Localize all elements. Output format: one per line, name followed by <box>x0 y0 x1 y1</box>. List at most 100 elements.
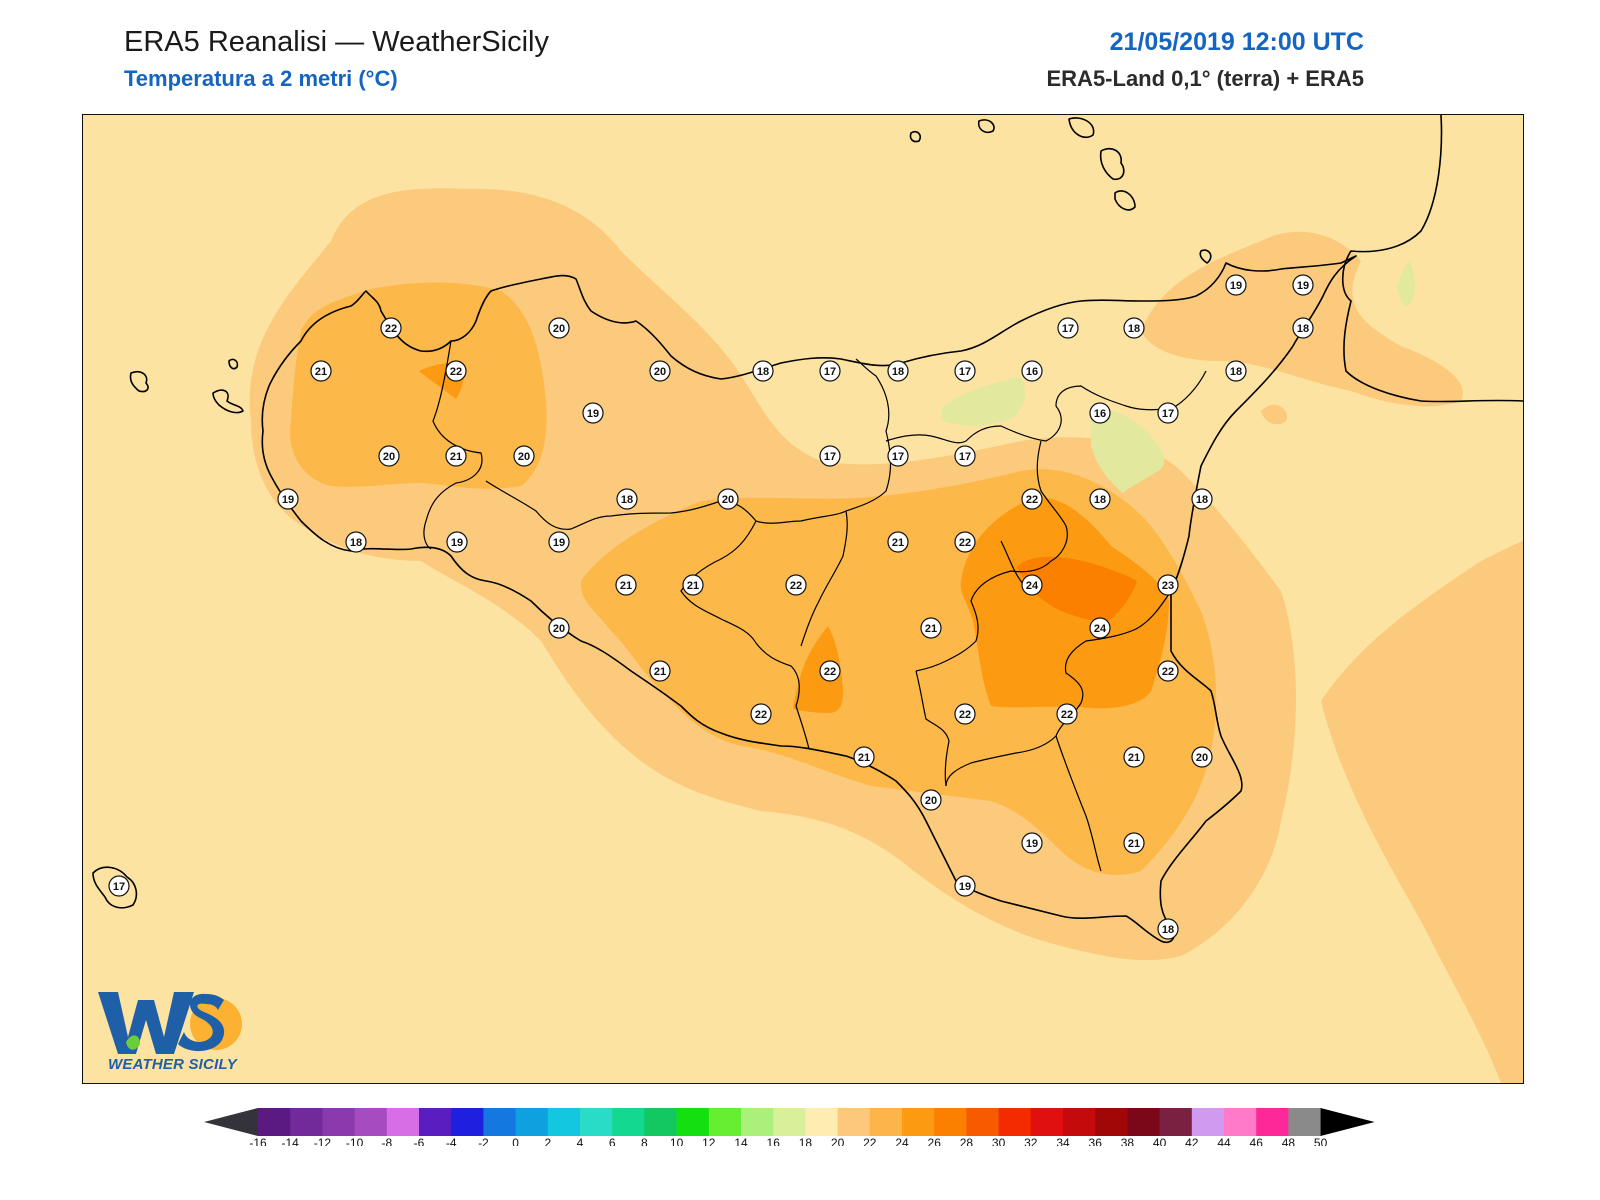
colorbar-segment <box>869 1108 903 1136</box>
temperature-label-value: 18 <box>1094 494 1106 506</box>
temperature-label-marker <box>1089 402 1111 424</box>
temperature-label: 22 <box>954 703 976 725</box>
map-canvas: 22 20 21 22 20 18 17 18 17 16 17 18 19 19 18 18 19 16 17 20… <box>83 115 1523 1083</box>
temperature-label-marker <box>682 574 704 596</box>
temperature-label: 21 <box>887 531 909 553</box>
temperature-label: 21 <box>682 574 704 596</box>
temperature-label-marker <box>513 445 535 467</box>
temperature-label: 19 <box>1021 832 1043 854</box>
colorbar-tick-label: 12 <box>702 1136 716 1146</box>
temperature-label-marker <box>887 360 909 382</box>
temperature-label-value: 21 <box>654 666 666 678</box>
temperature-label-value: 19 <box>1026 838 1038 850</box>
temperature-label-value: 23 <box>1162 580 1174 592</box>
temperature-label-marker <box>1191 746 1213 768</box>
temperature-label-value: 17 <box>959 451 971 463</box>
temperature-label: 18 <box>887 360 909 382</box>
temperature-label-value: 22 <box>755 709 767 721</box>
temperature-label-marker <box>1123 746 1145 768</box>
temperature-label: 21 <box>615 574 637 596</box>
temperature-label-marker <box>1292 274 1314 296</box>
temperature-label-value: 18 <box>1297 323 1309 335</box>
temperature-label-value: 18 <box>1128 323 1140 335</box>
temperature-label-marker <box>954 360 976 382</box>
temperature-label: 22 <box>445 360 467 382</box>
colorbar-segment <box>1063 1108 1096 1136</box>
province-borders <box>423 340 1207 872</box>
temperature-label-value: 20 <box>1196 752 1208 764</box>
temperature-label: 21 <box>649 660 671 682</box>
colorbar-tick-label: 42 <box>1185 1136 1199 1146</box>
logo-text: WEATHER SICILY <box>108 1056 237 1073</box>
temperature-label-value: 24 <box>1026 580 1039 592</box>
temperature-label-value: 17 <box>824 451 836 463</box>
colorbar-segment <box>515 1108 549 1136</box>
temperature-label: 20 <box>920 789 942 811</box>
temperature-label: 20 <box>548 617 570 639</box>
temperature-label: 21 <box>1123 832 1145 854</box>
temperature-label-marker <box>615 574 637 596</box>
temperature-label-marker <box>445 360 467 382</box>
colorbar-segment <box>934 1108 967 1136</box>
temperature-label-marker <box>819 445 841 467</box>
colorbar-tick-label: 8 <box>641 1136 648 1146</box>
temperature-label: 20 <box>513 445 535 467</box>
temperature-map: 22 20 21 22 20 18 17 18 17 16 17 18 19 19 18 18 19 16 17 20… <box>82 114 1524 1084</box>
colorbar-segment <box>1256 1108 1289 1136</box>
temperature-label-value: 21 <box>315 366 327 378</box>
colorbar-segment <box>1288 1108 1322 1136</box>
temperature-label-value: 22 <box>790 580 802 592</box>
colorbar-tick-label: 36 <box>1089 1136 1103 1146</box>
temperature-label-value: 21 <box>858 752 870 764</box>
temperature-label: 19 <box>1225 274 1247 296</box>
temperature-label: 20 <box>717 488 739 510</box>
temperature-label-value: 19 <box>959 881 971 893</box>
colorbar-segment <box>741 1108 774 1136</box>
temperature-label-value: 18 <box>1162 924 1174 936</box>
temperature-label: 22 <box>819 660 841 682</box>
temperature-label-value: 21 <box>1128 838 1140 850</box>
temperature-label: 17 <box>954 445 976 467</box>
temperature-label: 19 <box>1292 274 1314 296</box>
colorbar-segment <box>547 1108 581 1136</box>
temperature-label: 22 <box>785 574 807 596</box>
temperature-label: 19 <box>954 875 976 897</box>
temperature-label: 18 <box>616 488 638 510</box>
colorbar-segment <box>1224 1108 1257 1136</box>
temperature-label-value: 19 <box>587 408 599 420</box>
colorbar-tick-label: 24 <box>895 1136 909 1146</box>
temperature-label: 22 <box>750 703 772 725</box>
temperature-label-value: 20 <box>925 795 937 807</box>
colorbar-tick-label: 30 <box>992 1136 1006 1146</box>
temperature-label-marker <box>277 488 299 510</box>
temperature-label-value: 22 <box>450 366 462 378</box>
temperature-label-value: 19 <box>282 494 294 506</box>
temperature-label-marker <box>1225 274 1247 296</box>
colorbar-tick-label: -16 <box>249 1136 267 1146</box>
temperature-label-marker <box>380 317 402 339</box>
temperature-label-value: 22 <box>959 709 971 721</box>
temperature-label-value: 22 <box>959 537 971 549</box>
temperature-label-marker <box>785 574 807 596</box>
colorbar-tick-label: -4 <box>446 1136 457 1146</box>
colorbar-segment <box>354 1108 388 1136</box>
temperature-label: 17 <box>1057 317 1079 339</box>
temperature-label-value: 20 <box>553 623 565 635</box>
colorbar-segment <box>451 1108 484 1136</box>
temperature-label: 22 <box>1056 703 1078 725</box>
temperature-label-marker <box>1021 832 1043 854</box>
colorbar-tick-label: 38 <box>1121 1136 1135 1146</box>
temperature-label-value: 18 <box>892 366 904 378</box>
temperature-label-marker <box>649 360 671 382</box>
colorbar-segment <box>1030 1108 1064 1136</box>
colorbar-tick-label: 20 <box>831 1136 845 1146</box>
temperature-label: 18 <box>1089 488 1111 510</box>
temperature-label-marker <box>954 875 976 897</box>
colorbar-max-extension <box>1320 1108 1375 1136</box>
temperature-label: 19 <box>277 488 299 510</box>
colorbar-tick-label: 32 <box>1024 1136 1038 1146</box>
temperature-label-value: 17 <box>892 451 904 463</box>
temperature-label-marker <box>1021 360 1043 382</box>
colorbar-tick-label: 6 <box>609 1136 616 1146</box>
colorbar-tick-label: 34 <box>1056 1136 1070 1146</box>
